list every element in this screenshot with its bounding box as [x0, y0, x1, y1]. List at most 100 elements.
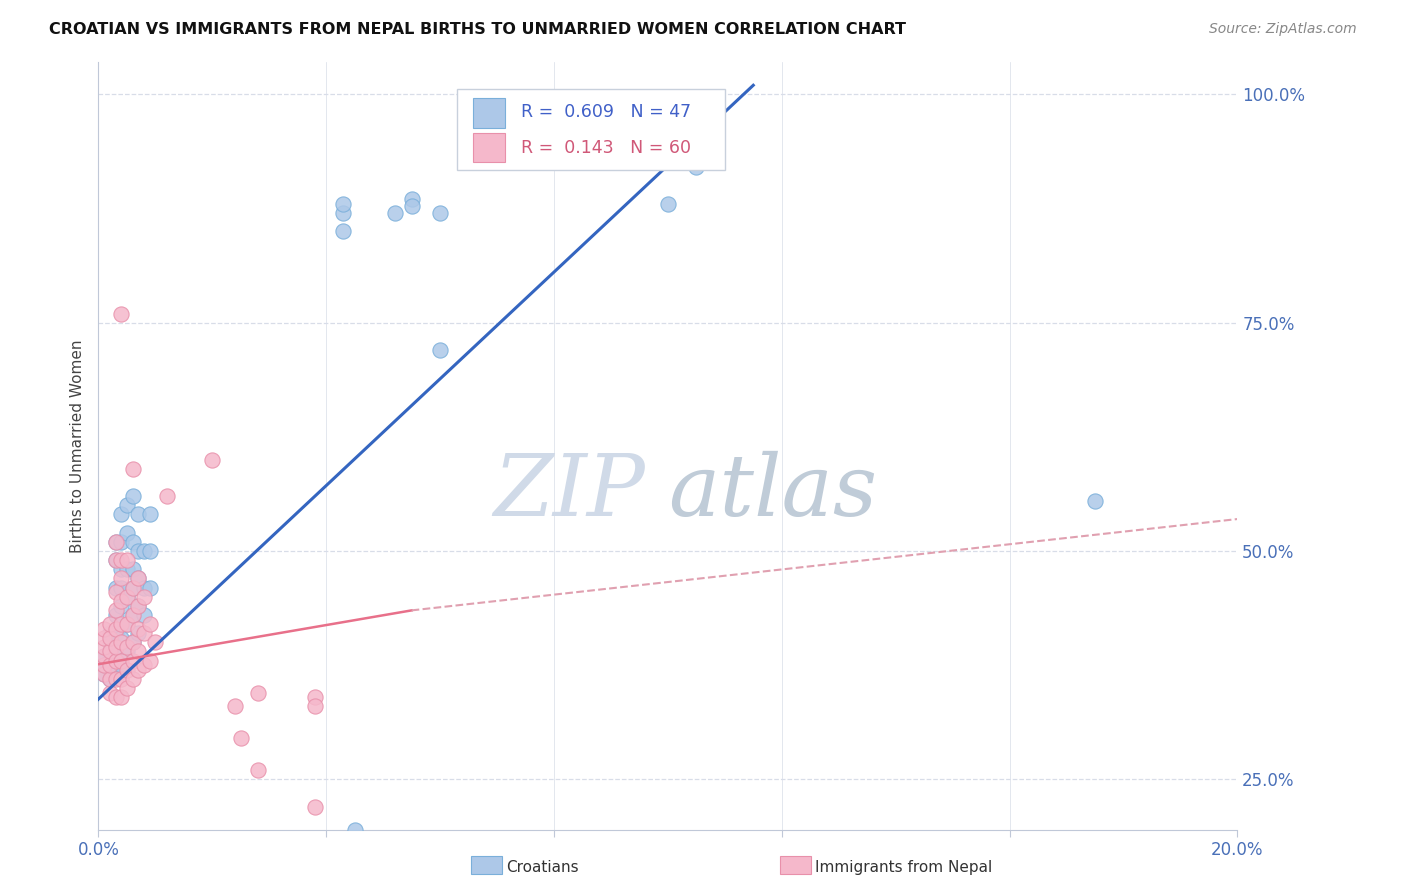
Point [115, 617, 138, 632]
Point [110, 562, 132, 576]
Text: Croatians: Croatians [506, 860, 579, 874]
FancyBboxPatch shape [472, 133, 505, 162]
Point [304, 699, 326, 714]
Point [104, 654, 127, 668]
Point [121, 607, 143, 622]
Point [98, 654, 121, 668]
Point [104, 607, 127, 622]
Point [145, 635, 167, 649]
Point [104, 690, 127, 705]
Point [104, 603, 127, 617]
Point [110, 654, 132, 668]
Point [343, 822, 366, 837]
Point [332, 206, 354, 220]
Point [121, 462, 143, 476]
Point [304, 690, 326, 705]
Point [104, 534, 127, 549]
Point [104, 672, 127, 686]
Point [127, 663, 149, 677]
Point [110, 307, 132, 321]
Point [98, 635, 121, 649]
Point [110, 672, 132, 686]
Point [201, 452, 224, 467]
Point [127, 626, 149, 640]
Point [93, 648, 115, 663]
Point [121, 562, 143, 576]
Y-axis label: Births to Unmarried Women: Births to Unmarried Women [69, 339, 84, 553]
Point [332, 197, 354, 211]
Point [121, 607, 143, 622]
Point [98, 663, 121, 677]
Point [132, 626, 155, 640]
Point [104, 640, 127, 654]
Point [98, 658, 121, 673]
Point [384, 206, 406, 220]
Point [98, 631, 121, 645]
Point [127, 599, 149, 613]
Point [93, 631, 115, 645]
Point [93, 622, 115, 636]
Point [115, 640, 138, 654]
Point [127, 644, 149, 658]
Point [104, 667, 127, 681]
Point [121, 489, 143, 503]
Point [121, 672, 143, 686]
FancyBboxPatch shape [457, 89, 725, 169]
Point [121, 581, 143, 595]
Point [121, 654, 143, 668]
Point [110, 508, 132, 522]
Point [98, 672, 121, 686]
Point [98, 644, 121, 658]
Point [657, 197, 679, 211]
Point [401, 193, 423, 207]
Point [98, 617, 121, 632]
Point [127, 508, 149, 522]
Point [98, 672, 121, 686]
Point [110, 635, 132, 649]
Point [104, 585, 127, 599]
Point [121, 581, 143, 595]
Point [132, 581, 155, 595]
Point [110, 690, 132, 705]
Point [132, 607, 155, 622]
Point [132, 590, 155, 604]
Point [127, 544, 149, 558]
Point [110, 617, 132, 632]
Point [121, 635, 143, 649]
Point [110, 581, 132, 595]
Point [98, 626, 121, 640]
Point [685, 161, 707, 175]
Point [429, 343, 451, 358]
Text: R =  0.609   N = 47: R = 0.609 N = 47 [522, 103, 692, 120]
Point [138, 617, 160, 632]
Point [93, 640, 115, 654]
Point [115, 617, 138, 632]
Point [110, 658, 132, 673]
Point [104, 626, 127, 640]
Point [115, 590, 138, 604]
Point [429, 206, 451, 220]
Point [110, 553, 132, 567]
Text: Immigrants from Nepal: Immigrants from Nepal [815, 860, 993, 874]
Point [93, 658, 115, 673]
Point [121, 534, 143, 549]
Point [93, 658, 115, 673]
Point [229, 731, 252, 746]
Point [138, 654, 160, 668]
Point [104, 581, 127, 595]
Point [115, 663, 138, 677]
Text: atlas: atlas [668, 450, 877, 533]
Point [127, 599, 149, 613]
Point [138, 544, 160, 558]
Point [132, 658, 155, 673]
Text: Source: ZipAtlas.com: Source: ZipAtlas.com [1209, 22, 1357, 37]
Point [246, 763, 269, 777]
Point [304, 799, 326, 814]
Point [138, 581, 160, 595]
Point [98, 685, 121, 699]
Point [104, 553, 127, 567]
Point [401, 199, 423, 213]
Point [332, 224, 354, 238]
Point [98, 644, 121, 658]
Point [115, 590, 138, 604]
